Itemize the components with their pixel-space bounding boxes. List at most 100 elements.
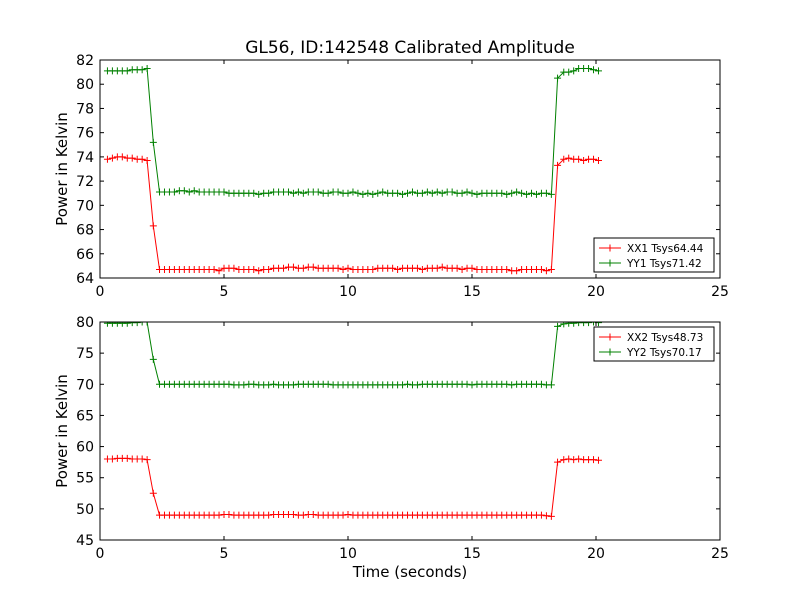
data-point-marker <box>453 264 461 272</box>
data-point-marker <box>590 322 598 326</box>
data-point-marker <box>138 155 146 163</box>
data-point-marker <box>458 266 466 274</box>
data-point-marker <box>108 154 116 162</box>
data-point-marker <box>570 322 578 327</box>
data-point-marker <box>138 66 146 74</box>
y-tick-label: 82 <box>76 53 94 69</box>
data-point-marker <box>528 189 536 197</box>
x-tick-label: 10 <box>339 284 357 300</box>
data-point-marker <box>379 188 387 196</box>
data-point-marker <box>133 322 141 327</box>
data-point-marker <box>547 266 555 274</box>
data-point-marker <box>413 381 421 389</box>
data-point-marker <box>339 511 347 519</box>
y-tick-label: 50 <box>76 502 94 518</box>
data-point-marker <box>354 189 362 197</box>
data-point-marker <box>149 489 157 497</box>
data-point-marker <box>180 187 188 195</box>
y-tick-label: 55 <box>76 471 94 487</box>
legend-marker <box>606 348 614 356</box>
data-point-marker <box>190 187 198 195</box>
series-yy1 <box>103 64 602 198</box>
data-point-marker <box>118 153 126 161</box>
data-point-marker <box>438 189 446 197</box>
data-point-marker <box>542 189 550 197</box>
data-point-marker <box>210 266 218 274</box>
data-point-marker <box>503 380 511 388</box>
data-point-marker <box>170 188 178 196</box>
legend-label: XX1 Tsys64.44 <box>627 243 704 255</box>
data-point-marker <box>324 189 332 197</box>
data-point-marker <box>344 264 352 272</box>
data-point-marker <box>428 189 436 197</box>
data-point-marker <box>149 138 157 146</box>
data-point-marker <box>138 455 146 463</box>
data-point-marker <box>594 157 602 165</box>
legend-marker <box>606 259 614 267</box>
series-xx1 <box>103 153 602 275</box>
y-tick-label: 80 <box>76 315 94 331</box>
data-point-marker <box>433 188 441 196</box>
data-point-marker <box>554 322 562 330</box>
x-tick-label: 0 <box>96 546 105 562</box>
axes-frame <box>99 59 721 279</box>
data-point-marker <box>255 190 263 198</box>
y-tick-label: 75 <box>76 346 94 362</box>
x-tick-label: 0 <box>96 284 105 300</box>
data-point-marker <box>523 190 531 198</box>
data-point-marker <box>438 263 446 271</box>
data-point-marker <box>418 189 426 197</box>
data-point-marker <box>299 511 307 519</box>
data-point-marker <box>423 188 431 196</box>
panel-2: 0 5 10 15 20 25 45 50 55 60 65 70 75 80 Power in Kelvi… <box>53 315 729 581</box>
data-point-marker <box>575 155 583 163</box>
data-point-marker <box>513 188 521 196</box>
data-point-marker <box>369 190 377 198</box>
data-point-marker <box>570 67 578 75</box>
x-tick-label: 15 <box>463 546 481 562</box>
data-point-marker <box>413 264 421 272</box>
data-point-marker <box>570 456 578 464</box>
data-point-marker <box>463 380 471 388</box>
data-point-marker <box>560 456 568 464</box>
x-tick-label: 15 <box>463 284 481 300</box>
legend: XX2 Tsys48.73 YY2 Tsys70.17 <box>593 326 715 362</box>
x-tick-label: 20 <box>587 284 605 300</box>
data-point-marker <box>250 266 258 274</box>
data-point-marker <box>404 189 412 197</box>
data-point-marker <box>463 188 471 196</box>
data-point-marker <box>547 190 555 198</box>
data-point-marker <box>123 67 131 75</box>
data-point-marker <box>537 266 545 274</box>
data-point-marker <box>344 510 352 518</box>
data-point-marker <box>143 456 151 464</box>
data-point-marker <box>503 266 511 274</box>
data-point-marker <box>364 189 372 197</box>
data-point-marker <box>230 264 238 272</box>
data-point-marker <box>280 264 288 272</box>
data-point-marker <box>394 189 402 197</box>
legend-box <box>593 326 715 362</box>
data-point-marker <box>128 154 136 162</box>
y-axis-label: Power in Kelvin <box>53 112 71 226</box>
data-point-marker <box>537 511 545 519</box>
data-point-marker <box>143 322 151 326</box>
data-point-marker <box>334 264 342 272</box>
data-point-marker <box>369 266 377 274</box>
series-yy2 <box>103 322 602 389</box>
data-point-marker <box>565 68 573 76</box>
axes-frame <box>99 321 721 541</box>
data-point-marker <box>508 189 516 197</box>
data-point-marker <box>590 155 598 163</box>
x-tick-label: 5 <box>220 546 229 562</box>
data-point-marker <box>468 381 476 389</box>
data-point-marker <box>289 189 297 197</box>
data-point-marker <box>103 155 111 163</box>
data-point-marker <box>575 455 583 463</box>
y-axis-label: Power in Kelvin <box>53 374 71 488</box>
data-point-marker <box>554 74 562 82</box>
legend-marker <box>606 244 614 252</box>
chart-title: GL56, ID:142548 Calibrated Amplitude <box>245 38 575 58</box>
